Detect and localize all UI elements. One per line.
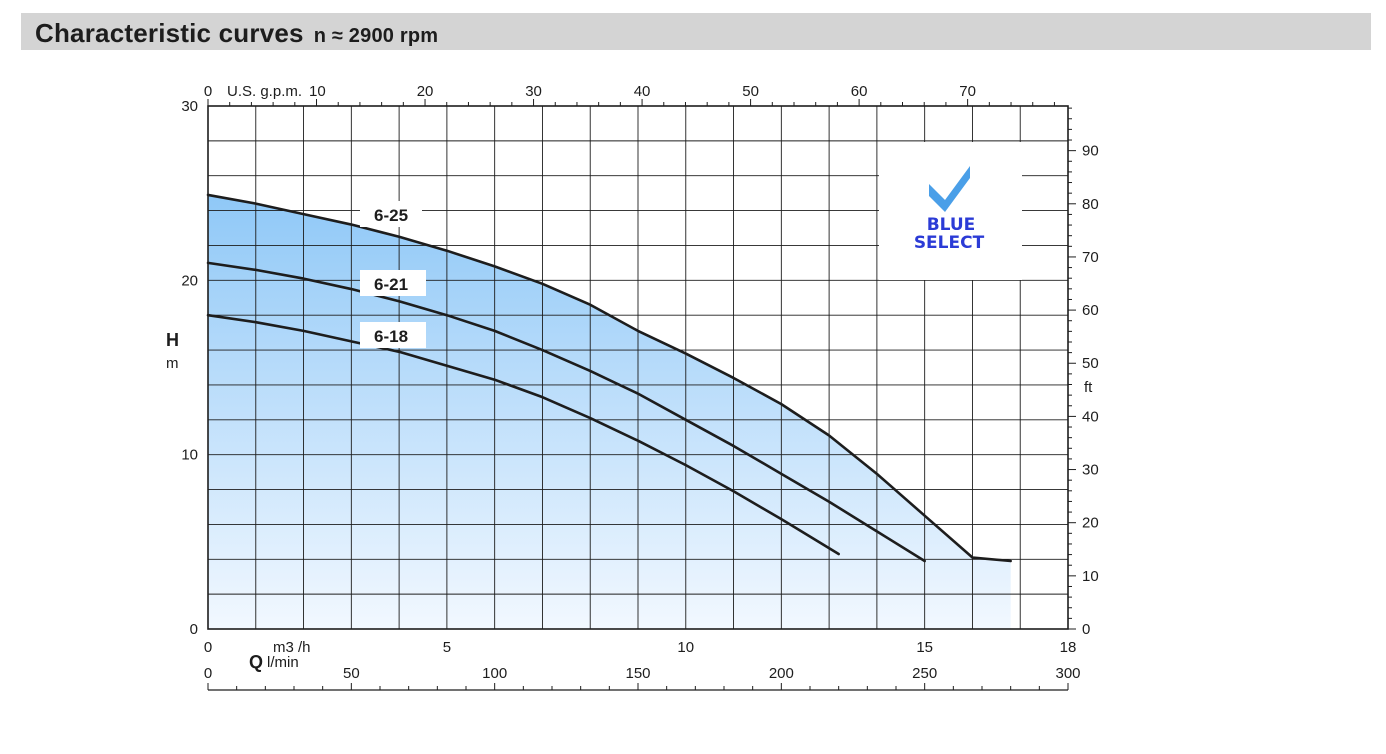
curve-6-21 <box>206 261 926 563</box>
x3-tick-label: 40 <box>634 83 651 100</box>
y2-tick-label: 20 <box>1082 515 1099 532</box>
curve-6-18 <box>206 313 840 556</box>
page-title: Characteristic curves n ≈ 2900 rpm <box>35 18 438 49</box>
curve-label-text: 6-18 <box>374 327 408 346</box>
y2-tick-label: 50 <box>1082 355 1099 372</box>
badge-background <box>879 142 1022 280</box>
curve-label-text: 6-21 <box>374 275 408 294</box>
tick-labels: 0 20 30 40 50 60 70010203001020304050607080900… <box>181 83 1098 682</box>
x3-tick-label: 30 <box>525 83 542 100</box>
badge-line2: SELECT <box>914 233 985 253</box>
axis-ticks <box>207 99 1076 691</box>
curve-label-text: 6-25 <box>374 206 408 225</box>
curve-6-25 <box>206 193 1012 563</box>
x3-tick-label: 70 <box>959 83 976 100</box>
y2-tick-label: 90 <box>1082 143 1099 160</box>
page-header: Characteristic curves n ≈ 2900 rpm <box>21 13 1371 50</box>
checkmark-icon <box>929 166 970 212</box>
x-tick-label: 5 <box>443 639 451 656</box>
y-unit-label: m <box>166 355 179 372</box>
curve-label-6-21: 6-21 <box>360 270 426 296</box>
x3-tick-10-label: 10 <box>309 83 326 100</box>
blue-select-badge: BLUE SELECT <box>879 142 1022 280</box>
curve-label-bg <box>360 322 426 348</box>
x3-unit-label: U.S. g.p.m. <box>227 83 302 100</box>
y2-tick-label: 10 <box>1082 568 1099 585</box>
y2-unit-label: ft <box>1084 379 1093 396</box>
x-tick-label: 0 <box>204 639 212 656</box>
x2-tick-label: 250 <box>912 665 937 682</box>
curve-label-bg <box>360 270 426 296</box>
x2-tick-label: 300 <box>1055 665 1080 682</box>
x-tick-label: 15 <box>916 639 933 656</box>
x-unit-label: m3 /h <box>273 639 311 656</box>
y2-tick-label: 40 <box>1082 408 1099 425</box>
x3-tick-label: 0 <box>204 83 212 100</box>
x2-tick-label: 100 <box>482 665 507 682</box>
y-tick-label: 30 <box>181 98 198 115</box>
y-tick-label: 20 <box>181 272 198 289</box>
pump-curves <box>206 193 1012 563</box>
x-tick-label: 10 <box>677 639 694 656</box>
x3-tick-label: 20 <box>417 83 434 100</box>
x-axis-title: Q <box>249 652 263 672</box>
x3-tick-label: 50 <box>742 83 759 100</box>
x2-unit-label: l/min <box>267 654 299 671</box>
y2-tick-label: 70 <box>1082 249 1099 266</box>
title-text: Characteristic curves <box>35 18 304 48</box>
curve-label-6-18: 6-18 <box>360 322 426 348</box>
x-tick-label: 18 <box>1060 639 1077 656</box>
y-axis-title: H <box>166 330 179 350</box>
curve-label-bg <box>360 201 422 227</box>
y2-tick-label: 30 <box>1082 462 1099 479</box>
speed-label: n ≈ 2900 rpm <box>313 25 439 47</box>
x2-tick-label: 200 <box>769 665 794 682</box>
badge-line1: BLUE <box>927 215 976 235</box>
x2-tick-label: 50 <box>343 665 360 682</box>
curve-label-6-25: 6-25 <box>360 201 422 227</box>
x3-tick-label: 60 <box>851 83 868 100</box>
y2-tick-label: 80 <box>1082 196 1099 213</box>
plot-frame <box>207 105 1069 630</box>
y-tick-label: 10 <box>181 447 198 464</box>
x2-tick-label: 0 <box>204 665 212 682</box>
x2-tick-label: 150 <box>625 665 650 682</box>
y2-tick-label: 60 <box>1082 302 1099 319</box>
y-tick-label: 0 <box>190 621 198 638</box>
y2-tick-label: 0 <box>1082 621 1090 638</box>
